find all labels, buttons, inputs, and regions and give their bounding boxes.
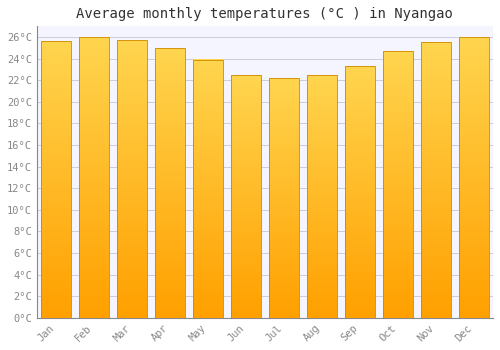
Bar [345, 66, 375, 318]
Bar [383, 51, 413, 318]
Bar [307, 75, 337, 318]
Bar [421, 42, 451, 318]
Title: Average monthly temperatures (°C ) in Nyangao: Average monthly temperatures (°C ) in Ny… [76, 7, 454, 21]
Bar [155, 48, 184, 318]
Bar [193, 60, 222, 318]
Bar [79, 37, 108, 318]
Bar [459, 37, 489, 318]
Bar [117, 40, 146, 318]
Bar [41, 41, 70, 318]
Bar [269, 78, 299, 318]
Bar [231, 75, 260, 318]
